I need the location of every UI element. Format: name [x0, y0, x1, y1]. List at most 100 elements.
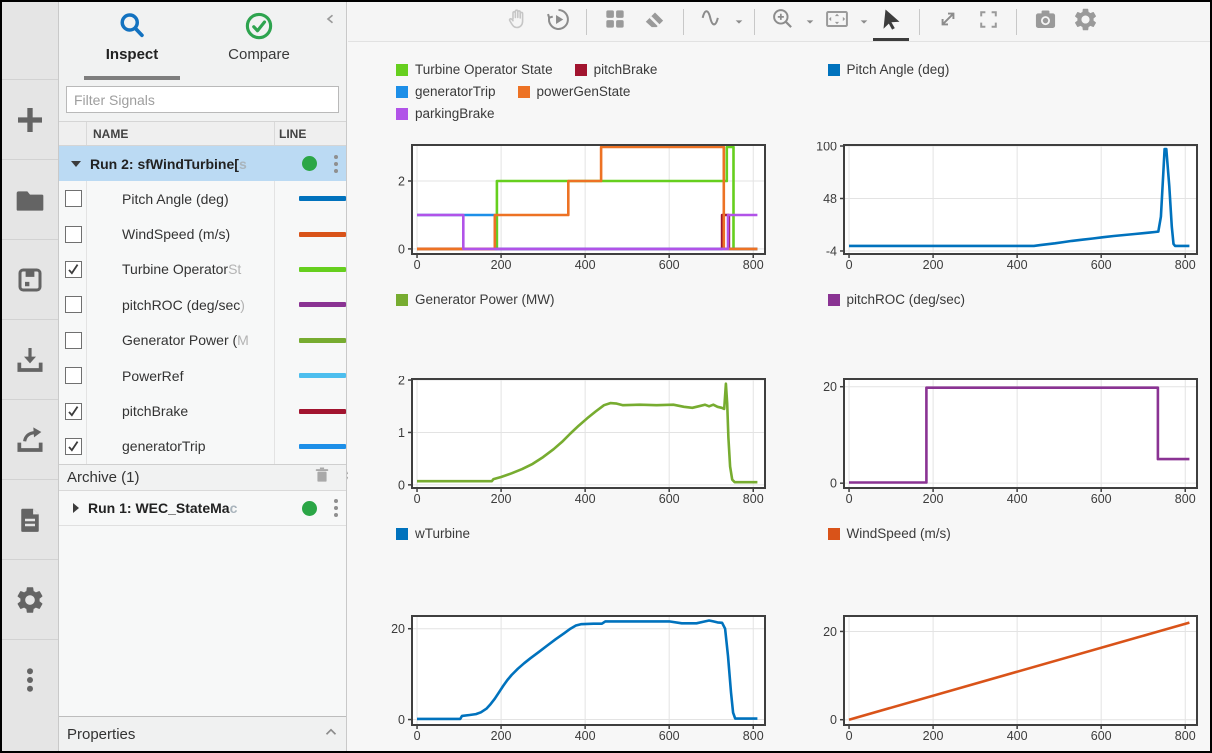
signal-row[interactable]: PowerRef: [59, 358, 346, 393]
layout-grid-button[interactable]: [600, 7, 630, 37]
signal-checkbox[interactable]: [65, 403, 82, 420]
signal-checkbox[interactable]: [65, 190, 82, 207]
tab-compare[interactable]: Compare: [204, 10, 314, 63]
signal-line-cell[interactable]: [275, 181, 346, 216]
chart-legend: wTurbine: [396, 526, 470, 541]
run-options-menu[interactable]: [331, 496, 341, 520]
caret-right-icon[interactable]: [73, 503, 79, 513]
tab-inspect[interactable]: Inspect: [77, 10, 187, 63]
chart-svg[interactable]: 0200400600800-448100: [814, 142, 1201, 274]
legend-item: Generator Power (MW): [396, 292, 555, 307]
header-line-column: LINE: [275, 122, 346, 145]
run2-label: Run 2: sfWindTurbine[s: [90, 156, 247, 172]
signal-line-cell[interactable]: [275, 216, 346, 251]
cursor-icon: [879, 7, 903, 36]
filter-signals-input[interactable]: [66, 86, 339, 113]
cursor-tool-button[interactable]: [876, 7, 906, 37]
signal-checkbox[interactable]: [65, 438, 82, 455]
svg-text:0: 0: [845, 729, 852, 743]
legend-label: parkingBrake: [415, 106, 495, 121]
signal-line-cell[interactable]: [275, 393, 346, 428]
zoom-dropdown[interactable]: [803, 7, 817, 37]
run1-label: Run 1: WEC_StateMac: [88, 500, 237, 516]
expand-button[interactable]: [933, 7, 963, 37]
signal-wave-button[interactable]: [697, 7, 727, 37]
signal-row[interactable]: pitchROC (deg/sec): [59, 287, 346, 322]
signal-line-cell[interactable]: [275, 287, 346, 322]
properties-bar[interactable]: Properties: [59, 716, 346, 751]
replay-button[interactable]: [543, 7, 573, 37]
save-button[interactable]: [2, 239, 58, 319]
run2-row[interactable]: Run 2: sfWindTurbine[s: [59, 146, 346, 181]
chart-plot[interactable]: 020040060080002: [382, 142, 769, 274]
signal-line-cell[interactable]: [275, 252, 346, 287]
chart-cell-states[interactable]: Turbine Operator StatepitchBrakegenerato…: [382, 58, 769, 288]
signal-line-cell[interactable]: [275, 358, 346, 393]
legend-item: WindSpeed (m/s): [828, 526, 951, 541]
plot-settings-button[interactable]: [1070, 7, 1100, 37]
save-icon: [15, 265, 45, 295]
chevron-up-icon[interactable]: [322, 723, 340, 746]
fit-to-view-button[interactable]: [822, 7, 852, 37]
signal-wave-dropdown[interactable]: [732, 7, 746, 37]
export-button[interactable]: [2, 399, 58, 479]
signal-line-swatch: [299, 302, 346, 307]
svg-text:200: 200: [491, 729, 512, 743]
signal-name: pitchBrake: [87, 393, 275, 428]
signal-checkbox[interactable]: [65, 332, 82, 349]
legend-label: Pitch Angle (deg): [847, 62, 950, 77]
chart-cell-pitch-angle[interactable]: Pitch Angle (deg) 0200400600800-448100: [814, 58, 1201, 288]
report-button[interactable]: [2, 479, 58, 559]
open-button[interactable]: [2, 159, 58, 239]
import-button[interactable]: [2, 319, 58, 399]
chart-plot[interactable]: 0200400600800012: [382, 376, 769, 508]
pan-button[interactable]: [503, 7, 533, 37]
signal-checkbox[interactable]: [65, 226, 82, 243]
clear-plots-button[interactable]: [640, 7, 670, 37]
chart-plot[interactable]: 0200400600800020: [814, 376, 1201, 508]
checkbox-cell: [59, 287, 87, 322]
chart-svg[interactable]: 0200400600800012: [382, 376, 769, 508]
chart-cell-w-turbine[interactable]: wTurbine 0200400600800020: [382, 522, 769, 751]
archive-bar[interactable]: Archive (1): [59, 464, 346, 491]
settings-button[interactable]: [2, 559, 58, 639]
signal-row[interactable]: Pitch Angle (deg): [59, 181, 346, 216]
svg-text:20: 20: [823, 625, 837, 639]
run1-row[interactable]: Run 1: WEC_StateMac: [59, 491, 346, 526]
signal-row[interactable]: pitchBrake: [59, 393, 346, 428]
signal-checkbox[interactable]: [65, 261, 82, 278]
signal-line-cell[interactable]: [275, 323, 346, 358]
svg-text:400: 400: [575, 492, 596, 506]
fit-dropdown[interactable]: [857, 7, 871, 37]
signal-row[interactable]: WindSpeed (m/s): [59, 216, 346, 251]
chart-svg[interactable]: 0200400600800020: [814, 376, 1201, 508]
signal-checkbox[interactable]: [65, 367, 82, 384]
chart-plot[interactable]: 0200400600800020: [814, 613, 1201, 745]
legend-item: generatorTrip: [396, 84, 496, 99]
add-button[interactable]: [2, 79, 58, 159]
snapshot-button[interactable]: [1030, 7, 1060, 37]
chart-plot[interactable]: 0200400600800-448100: [814, 142, 1201, 274]
zoom-in-button[interactable]: [768, 7, 798, 37]
legend-swatch: [518, 86, 530, 98]
chart-svg[interactable]: 0200400600800020: [382, 613, 769, 745]
more-button[interactable]: [2, 639, 58, 719]
fullscreen-button[interactable]: [973, 7, 1003, 37]
chart-cell-wind-speed[interactable]: WindSpeed (m/s) 0200400600800020: [814, 522, 1201, 751]
chart-cell-pitch-roc[interactable]: pitchROC (deg/sec) 0200400600800020: [814, 288, 1201, 522]
run-options-menu[interactable]: [331, 152, 341, 176]
collapse-panel-icon[interactable]: [322, 10, 340, 33]
signal-checkbox[interactable]: [65, 296, 82, 313]
chart-svg[interactable]: 020040060080002: [382, 142, 769, 274]
chart-plot[interactable]: 0200400600800020: [382, 613, 769, 745]
signal-line-cell[interactable]: [275, 429, 346, 464]
signal-row[interactable]: Turbine Operator St: [59, 252, 346, 287]
signal-row[interactable]: Generator Power (M: [59, 323, 346, 358]
folder-icon: [14, 184, 46, 216]
plot-area: Turbine Operator StatepitchBrakegenerato…: [348, 2, 1210, 751]
trash-icon[interactable]: [312, 465, 332, 490]
caret-down-icon[interactable]: [71, 161, 81, 167]
chart-svg[interactable]: 0200400600800020: [814, 613, 1201, 745]
chart-cell-generator-power[interactable]: Generator Power (MW) 0200400600800012: [382, 288, 769, 522]
signal-row[interactable]: generatorTrip: [59, 429, 346, 464]
